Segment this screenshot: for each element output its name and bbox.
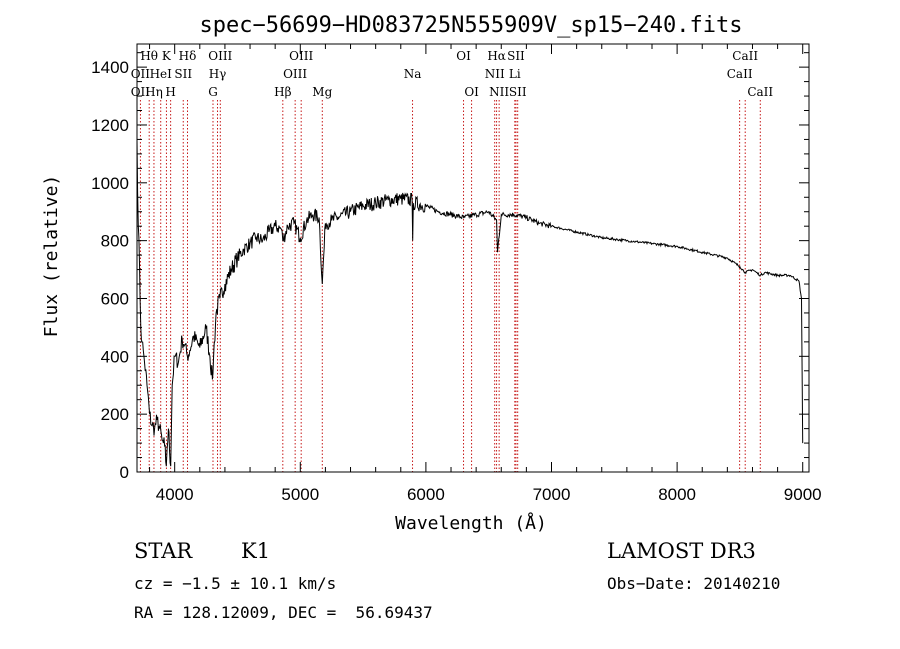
- spectral-line-label: OIII: [208, 49, 232, 63]
- x-tick-label: 8000: [658, 485, 696, 504]
- spectral-line-label: Hβ: [274, 85, 291, 99]
- spectral-line-label: Li: [509, 67, 521, 81]
- y-tick-label: 0: [120, 463, 129, 482]
- object-subclass: K1: [241, 539, 271, 563]
- x-tick-label: 9000: [784, 485, 822, 504]
- spectrum-line: [136, 139, 804, 467]
- y-tick-label: 800: [101, 232, 129, 251]
- spectral-line-label: Hη: [145, 85, 163, 99]
- x-tick-label: 5000: [281, 485, 319, 504]
- spectral-line-label: Hθ: [140, 49, 158, 63]
- spectral-line-label: K: [162, 49, 172, 63]
- spectral-line-label: OIII: [283, 67, 307, 81]
- x-axis-ticks: 4000 5000 6000 7000 8000 9000: [149, 44, 822, 504]
- spectral-line-label: SII: [174, 67, 192, 81]
- spectral-line-label: Na: [404, 67, 422, 81]
- x-tick-label: 6000: [407, 485, 445, 504]
- y-tick-label: 400: [101, 347, 129, 366]
- x-tick-label: 7000: [533, 485, 571, 504]
- object-class: STAR: [134, 539, 193, 563]
- spectral-line-label: SII: [507, 49, 525, 63]
- y-tick-label: 600: [101, 289, 129, 308]
- y-tick-label: 200: [101, 405, 129, 424]
- ra-dec-readout: RA = 128.12009, DEC = 56.69437: [134, 603, 433, 622]
- spectral-line-label: Hγ: [209, 67, 227, 81]
- x-axis-label: Wavelength (Å): [395, 512, 547, 534]
- spectral-line-label: OII: [131, 85, 151, 99]
- spectral-line-label: CaII: [732, 49, 758, 63]
- spectral-line-label: NII: [489, 85, 509, 99]
- y-axis-label: Flux (relative): [41, 175, 62, 338]
- spectral-line-label: OII: [131, 67, 151, 81]
- spectral-line-label: Hα: [487, 49, 506, 63]
- spectral-line-label: CaII: [747, 85, 773, 99]
- spectral-line-label: OI: [464, 85, 479, 99]
- x-tick-label: 4000: [156, 485, 194, 504]
- spectral-line-label: G: [208, 85, 218, 99]
- y-tick-label: 1200: [91, 116, 129, 135]
- plot-frame: [136, 43, 810, 473]
- spectral-line-label: OI: [456, 49, 471, 63]
- chart-title: spec−56699−HD083725N555909V_sp15−240.fit…: [199, 13, 742, 38]
- spectral-line-label: SII: [509, 85, 527, 99]
- spectral-line-label: Mg: [312, 85, 332, 99]
- y-tick-label: 1400: [91, 58, 129, 77]
- spectral-line-label: H: [165, 85, 175, 99]
- spectral-line-label: HeI: [150, 67, 173, 81]
- spectral-line-markers: [139, 100, 761, 472]
- survey-name: LAMOST DR3: [607, 539, 756, 563]
- spectral-line-label: Hδ: [179, 49, 197, 63]
- y-tick-label: 1000: [91, 174, 129, 193]
- spectral-line-label: OIII: [289, 49, 313, 63]
- spectral-line-label: NII: [485, 67, 505, 81]
- redshift-readout: cz = −1.5 ± 10.1 km/s: [134, 574, 337, 593]
- y-axis-ticks: 0 200 400 600 800 1000 1200 1400: [91, 52, 809, 482]
- spectral-line-label: CaII: [727, 67, 753, 81]
- observation-date: Obs−Date: 20140210: [607, 574, 781, 593]
